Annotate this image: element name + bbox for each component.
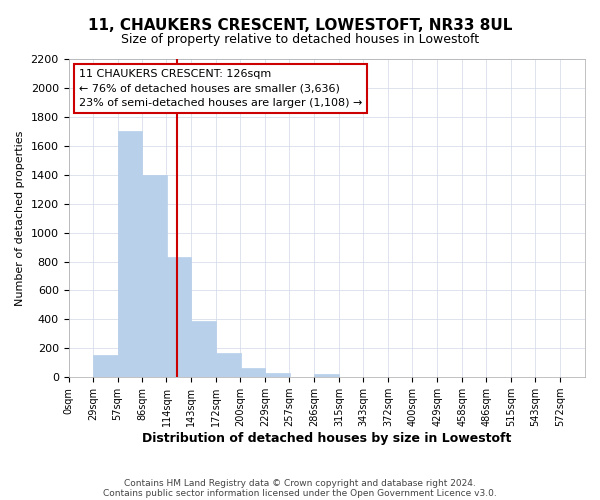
Bar bbox=[142, 174, 167, 377]
X-axis label: Distribution of detached houses by size in Lowestoft: Distribution of detached houses by size … bbox=[142, 432, 511, 445]
Bar bbox=[118, 132, 142, 377]
Bar bbox=[94, 355, 118, 377]
Text: 11, CHAUKERS CRESCENT, LOWESTOFT, NR33 8UL: 11, CHAUKERS CRESCENT, LOWESTOFT, NR33 8… bbox=[88, 18, 512, 32]
Text: 11 CHAUKERS CRESCENT: 126sqm
← 76% of detached houses are smaller (3,636)
23% of: 11 CHAUKERS CRESCENT: 126sqm ← 76% of de… bbox=[79, 68, 362, 108]
Y-axis label: Number of detached properties: Number of detached properties bbox=[15, 130, 25, 306]
Bar bbox=[241, 368, 265, 377]
Bar bbox=[265, 373, 290, 377]
Bar bbox=[166, 257, 191, 377]
Text: Contains public sector information licensed under the Open Government Licence v3: Contains public sector information licen… bbox=[103, 488, 497, 498]
Bar bbox=[191, 321, 217, 377]
Bar bbox=[217, 354, 241, 377]
Text: Contains HM Land Registry data © Crown copyright and database right 2024.: Contains HM Land Registry data © Crown c… bbox=[124, 478, 476, 488]
Text: Size of property relative to detached houses in Lowestoft: Size of property relative to detached ho… bbox=[121, 32, 479, 46]
Bar bbox=[314, 374, 339, 377]
